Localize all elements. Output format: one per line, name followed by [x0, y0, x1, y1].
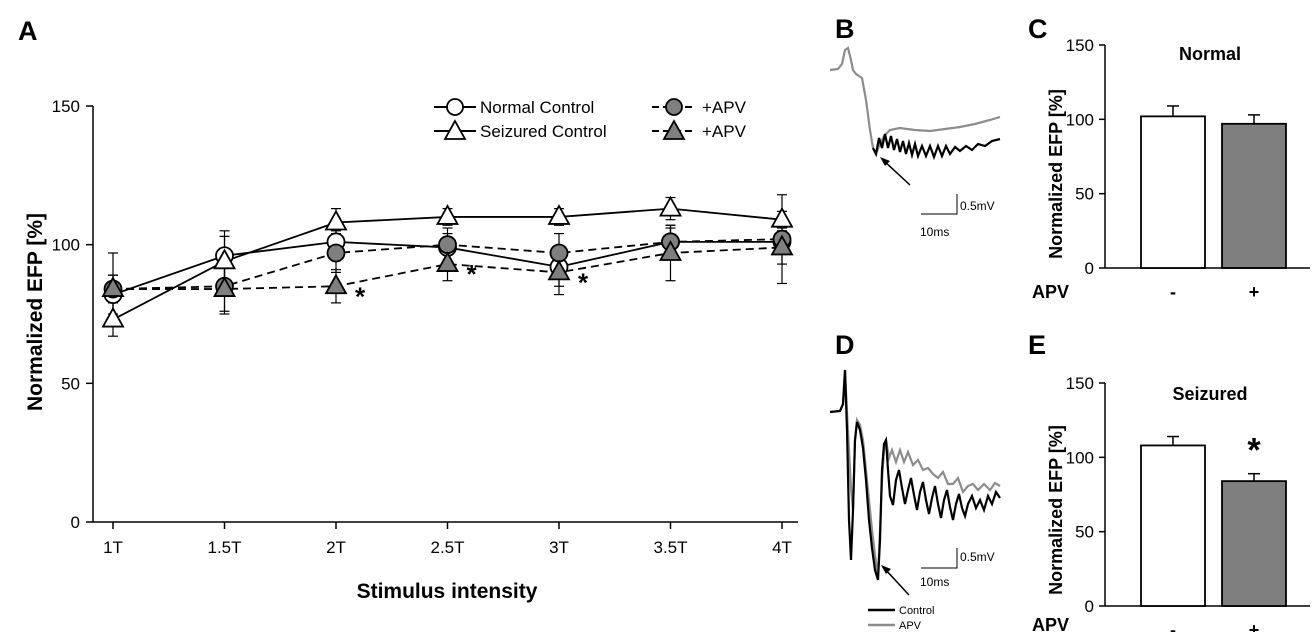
x-tick-label-a: 1T: [103, 538, 123, 557]
x-tick-label-a: 1.5T: [207, 538, 241, 557]
significance-star: *: [466, 259, 477, 289]
y-tick-label: 100: [1066, 448, 1094, 467]
trace-d-control: [829, 369, 1001, 581]
x-tick-label-a: 2.5T: [430, 538, 464, 557]
x-tick-label-a: 2T: [326, 538, 346, 557]
scale-label-v-d: 0.5mV: [960, 550, 995, 564]
data-point-circle: [438, 235, 457, 255]
data-point-triangle: [658, 240, 683, 261]
data-point-triangle: [658, 195, 683, 217]
y-tick-label: 50: [1075, 523, 1094, 542]
x-axis-title-a: Stimulus intensity: [357, 580, 538, 603]
data-point-triangle: [770, 234, 794, 256]
y-tick-label: 0: [1085, 259, 1094, 278]
data-point-circle: [549, 243, 569, 263]
bar-title-c: Normal: [1179, 44, 1241, 64]
bar-category-label: -: [1170, 620, 1176, 632]
data-point-triangle: [770, 206, 794, 228]
y-tick-label: 50: [1075, 185, 1094, 204]
legend-a: Normal Control Seizured Control +APV +AP…: [434, 98, 747, 141]
legend-label-apv-1: +APV: [702, 98, 747, 117]
significance-star: *: [355, 281, 366, 311]
y-tick-label-a: 150: [52, 97, 80, 116]
y-tick-label-a: 50: [61, 374, 80, 393]
legend-label-normal-control: Normal Control: [480, 98, 594, 117]
bar: [1140, 444, 1206, 607]
arrow-line-b: [882, 159, 911, 186]
data-point-triangle: [212, 276, 237, 297]
y-tick-label-a: 0: [71, 513, 80, 532]
scale-label-t-b: 10ms: [920, 225, 949, 239]
scale-label-v-b: 0.5mV: [960, 199, 995, 213]
panel-label-e: E: [1028, 330, 1046, 360]
y-tick-label-a: 100: [52, 236, 80, 255]
data-point-triangle: [324, 273, 348, 295]
data-point-triangle: [101, 306, 125, 328]
panel-label-a: A: [18, 16, 38, 46]
trace-b-apv: [829, 46, 1001, 157]
arrow-icon-b: [880, 157, 890, 166]
data-point-triangle: [547, 259, 571, 281]
legend-item-normal-control: Normal Control: [434, 98, 594, 117]
group-label-e: APV: [1032, 615, 1069, 632]
data-point-triangle: [212, 248, 237, 270]
bar-chart-panel-c: 0 50 100 150 - + Normal Normalized EFP [%] AP…: [1032, 36, 1310, 302]
bar: [1221, 122, 1287, 269]
legend-item-seizured-control: Seizured Control: [434, 119, 607, 141]
legend-label-seizured-control: Seizured Control: [480, 122, 607, 141]
bar-category-label: +: [1249, 620, 1260, 632]
legend-triangle-filled-marker: [662, 119, 686, 140]
legend-label-apv-2: +APV: [702, 122, 747, 141]
data-point-triangle: [101, 276, 125, 297]
trace-panel-d: 0.5mV 10ms Control APV: [829, 369, 1001, 632]
line-chart-panel-a: 0 50 100 150 1T 1.5T 2T 2.5T 3T 3.5T 4T * * * Normal…: [24, 97, 798, 603]
data-point-triangle: [435, 204, 460, 225]
panel-label-b: B: [835, 14, 855, 44]
y-axis-title-a: Normalized EFP [%]: [24, 213, 47, 411]
x-tick-label-a: 3.5T: [653, 538, 687, 557]
x-tick-label-a: 4T: [772, 538, 792, 557]
y-tick-label: 0: [1085, 597, 1094, 616]
data-point-triangle: [324, 209, 348, 231]
scale-bar-d: [921, 548, 958, 569]
bar-category-label: +: [1249, 282, 1260, 302]
y-tick-label: 150: [1066, 374, 1094, 393]
data-point-circle: [326, 243, 346, 263]
legend-item-apv-seizured: +APV: [652, 119, 747, 141]
trace-legend-apv-label: APV: [899, 620, 922, 632]
bar: [1221, 480, 1287, 607]
panel-label-c: C: [1028, 14, 1048, 44]
trace-d-apv: [829, 369, 1001, 576]
bar-category-label: -: [1170, 282, 1176, 302]
significance-star: *: [578, 267, 589, 297]
scale-label-t-d: 10ms: [920, 575, 949, 589]
y-axis-title-c: Normalized EFP [%]: [1046, 89, 1066, 259]
scale-bar-b: [921, 194, 958, 215]
trace-panel-b: 0.5mV 10ms: [829, 46, 1001, 239]
arrow-icon-d: [881, 565, 891, 574]
bar-chart-panel-e: 0 50 100 150 - + * Seizured Normalized EFP [%]…: [1032, 374, 1310, 632]
panel-label-d: D: [835, 330, 855, 360]
legend-circle-open-marker: [446, 98, 464, 116]
legend-triangle-open-marker: [443, 119, 467, 140]
bar: [1140, 115, 1206, 269]
arrow-line-d: [883, 567, 910, 596]
group-label-c: APV: [1032, 282, 1069, 302]
significance-star: *: [1247, 432, 1261, 470]
bar-title-e: Seizured: [1172, 384, 1247, 404]
data-point-triangle: [547, 204, 571, 225]
legend-item-apv-normal: +APV: [652, 98, 747, 117]
trace-legend-control-label: Control: [899, 605, 934, 617]
legend-circle-filled-marker: [665, 98, 683, 116]
y-tick-label: 150: [1066, 36, 1094, 55]
x-tick-label-a: 3T: [549, 538, 569, 557]
data-point-triangle: [435, 251, 460, 272]
y-tick-label: 100: [1066, 110, 1094, 129]
trace-b-control: [872, 133, 1001, 161]
y-axis-title-e: Normalized EFP [%]: [1046, 425, 1066, 595]
